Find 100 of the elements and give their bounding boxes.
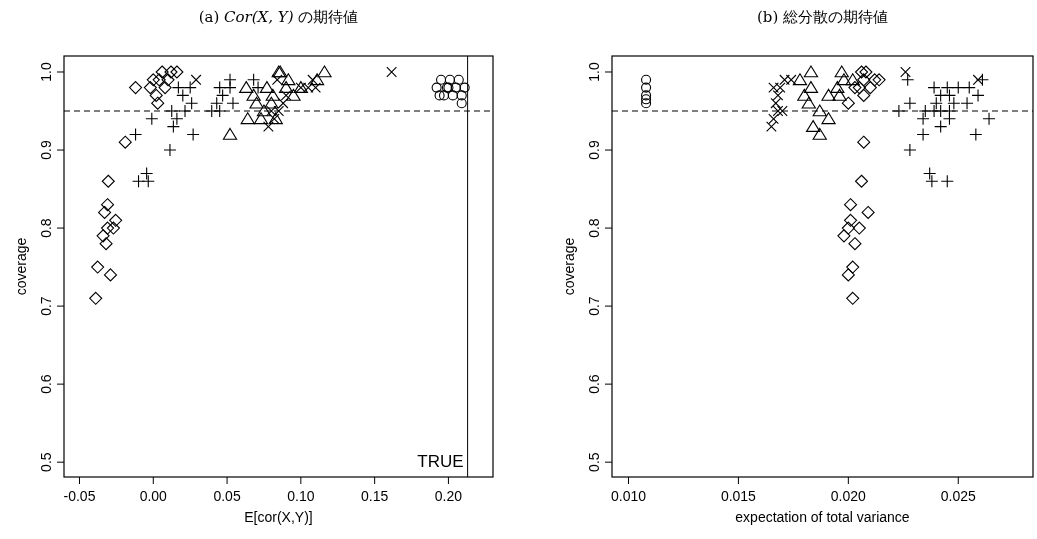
point xyxy=(772,105,784,117)
x-tick-label: 0.00 xyxy=(139,488,168,504)
point xyxy=(821,112,836,125)
point xyxy=(843,198,858,212)
point xyxy=(854,65,869,79)
point xyxy=(149,88,163,102)
point xyxy=(277,97,289,109)
point xyxy=(925,174,939,188)
point xyxy=(971,88,985,102)
point xyxy=(89,291,103,305)
point xyxy=(309,73,325,86)
point xyxy=(821,88,836,101)
x-axis-title: E[cor(X,Y)] xyxy=(244,509,313,525)
point xyxy=(253,112,269,125)
y-axis-title: coverage xyxy=(13,237,29,296)
point xyxy=(256,104,272,117)
point xyxy=(792,73,808,86)
point xyxy=(892,104,906,118)
point xyxy=(801,96,816,109)
point xyxy=(872,73,886,87)
point xyxy=(185,96,199,110)
point xyxy=(960,96,974,110)
point xyxy=(222,127,238,140)
y-tick-label: 0.7 xyxy=(586,296,602,316)
point xyxy=(259,81,275,93)
point xyxy=(216,88,230,102)
point xyxy=(100,198,115,212)
point xyxy=(453,74,464,85)
point xyxy=(806,120,821,132)
point xyxy=(226,96,240,110)
point xyxy=(837,229,851,243)
point xyxy=(103,268,118,282)
point xyxy=(317,65,332,78)
point xyxy=(278,81,294,93)
point xyxy=(444,74,455,85)
point xyxy=(830,81,845,93)
point xyxy=(151,96,165,110)
point xyxy=(857,88,871,102)
point xyxy=(183,81,197,95)
point xyxy=(916,112,930,126)
x-tick-label: 0.020 xyxy=(830,488,867,504)
point xyxy=(903,143,917,157)
x-tick-label: 0.010 xyxy=(610,488,647,504)
point xyxy=(170,65,184,79)
point xyxy=(982,112,996,126)
point xyxy=(841,268,855,282)
point xyxy=(459,82,470,93)
point xyxy=(456,90,467,101)
point xyxy=(962,81,976,95)
point xyxy=(854,174,869,188)
point xyxy=(145,112,159,126)
point xyxy=(96,229,110,243)
point xyxy=(447,90,458,101)
point xyxy=(210,96,224,110)
point xyxy=(263,121,274,132)
point xyxy=(797,88,812,101)
point xyxy=(868,73,882,87)
x-tick-label: 0.025 xyxy=(940,488,976,504)
point xyxy=(836,73,852,86)
point xyxy=(155,65,169,79)
point xyxy=(641,94,652,105)
point xyxy=(265,88,280,101)
ref-line-label: TRUE xyxy=(417,452,464,471)
point xyxy=(246,88,261,101)
y-tick-label: 0.5 xyxy=(38,452,54,472)
point xyxy=(161,73,175,87)
point xyxy=(99,237,113,251)
chart-title: (b) 総分散の期待値 xyxy=(756,8,889,26)
point xyxy=(812,127,827,140)
point xyxy=(951,81,965,95)
point xyxy=(770,97,782,109)
point xyxy=(164,65,178,79)
y-tick-label: 0.9 xyxy=(586,140,602,160)
point xyxy=(852,81,866,95)
point xyxy=(848,237,862,251)
point xyxy=(158,81,172,95)
x-tick-label: -0.05 xyxy=(63,488,96,504)
point xyxy=(766,121,777,132)
point xyxy=(901,73,915,87)
point xyxy=(641,74,652,85)
point xyxy=(271,74,283,86)
point xyxy=(450,82,461,93)
point xyxy=(249,96,264,109)
point xyxy=(106,221,120,235)
point xyxy=(834,65,849,78)
x-tick-label: 0.10 xyxy=(287,488,315,504)
point xyxy=(281,73,296,86)
y-tick-label: 0.6 xyxy=(38,374,54,394)
point xyxy=(845,73,860,86)
point xyxy=(438,90,450,101)
point xyxy=(286,88,301,101)
point xyxy=(109,213,123,227)
point xyxy=(903,96,917,110)
point xyxy=(859,65,873,79)
point xyxy=(843,213,858,227)
point xyxy=(280,90,292,101)
point xyxy=(386,66,397,78)
x-tick-label: 0.20 xyxy=(434,488,463,504)
point xyxy=(841,221,855,235)
point xyxy=(934,120,948,134)
